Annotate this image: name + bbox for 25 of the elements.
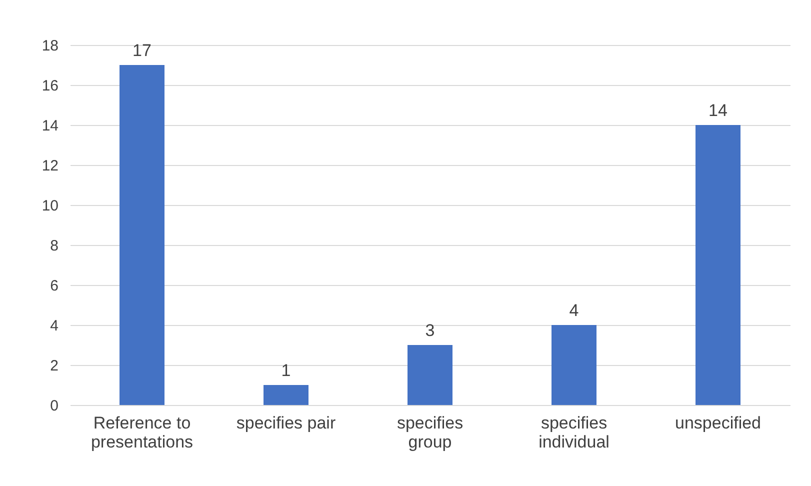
x-tick-label: specifies individual: [538, 414, 610, 452]
data-label: 17: [132, 41, 152, 60]
bar: [552, 325, 596, 405]
y-tick-label: 4: [50, 318, 58, 334]
y-tick-label: 10: [42, 198, 58, 214]
bar: [264, 385, 308, 405]
bar: [696, 125, 740, 405]
y-tick-label: 16: [42, 78, 58, 94]
x-tick-label: Reference to presentations: [90, 414, 194, 452]
data-label: 4: [569, 301, 579, 320]
bar: [120, 65, 164, 405]
y-tick-label: 0: [50, 398, 58, 414]
y-tick-label: 14: [42, 118, 58, 134]
data-label: 14: [708, 101, 728, 120]
data-label: 3: [425, 321, 435, 340]
x-tick-label: specifies pair: [236, 414, 336, 432]
x-tick-label: specifies group: [396, 414, 464, 452]
x-tick-label: unspecified: [674, 414, 762, 432]
bar: [408, 345, 452, 405]
data-label: 1: [281, 361, 291, 380]
y-tick-label: 12: [42, 158, 58, 174]
y-tick-label: 18: [42, 38, 58, 54]
y-tick-label: 8: [50, 238, 58, 254]
y-tick-label: 6: [50, 278, 58, 294]
y-tick-label: 2: [50, 358, 58, 374]
